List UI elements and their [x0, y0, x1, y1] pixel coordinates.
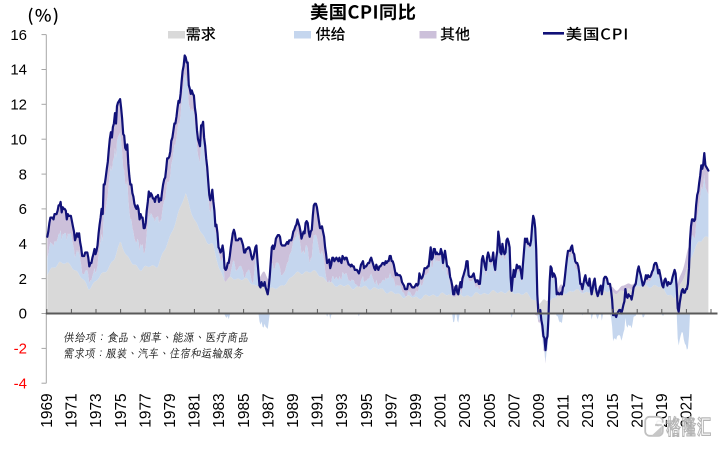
svg-text:1999: 1999 [408, 393, 425, 427]
svg-text:1987: 1987 [260, 393, 277, 427]
svg-text:1969: 1969 [39, 393, 56, 427]
svg-text:14: 14 [10, 62, 27, 79]
svg-text:2: 2 [19, 271, 27, 288]
svg-text:1997: 1997 [383, 393, 400, 427]
svg-text:8: 8 [19, 166, 27, 183]
svg-text:16: 16 [10, 27, 27, 44]
svg-text:2005: 2005 [482, 393, 499, 427]
svg-text:2001: 2001 [433, 393, 450, 427]
svg-text:2007: 2007 [506, 393, 523, 427]
svg-text:2015: 2015 [605, 393, 622, 427]
svg-text:-4: -4 [14, 375, 27, 392]
svg-text:1981: 1981 [187, 393, 204, 427]
svg-text:-2: -2 [14, 341, 27, 358]
svg-text:1985: 1985 [236, 393, 253, 427]
svg-text:1975: 1975 [113, 393, 130, 427]
svg-text:6: 6 [19, 201, 27, 218]
svg-text:1977: 1977 [137, 393, 154, 427]
svg-text:1993: 1993 [334, 393, 351, 427]
svg-text:2017: 2017 [629, 393, 646, 427]
svg-text:12: 12 [10, 97, 27, 114]
svg-text:1973: 1973 [88, 393, 105, 427]
svg-text:2009: 2009 [531, 393, 548, 427]
svg-text:10: 10 [10, 131, 27, 148]
svg-text:2003: 2003 [457, 393, 474, 427]
svg-text:2011: 2011 [556, 394, 573, 427]
svg-text:1995: 1995 [359, 393, 376, 427]
svg-text:1979: 1979 [162, 393, 179, 427]
svg-text:0: 0 [19, 306, 27, 323]
svg-text:1989: 1989 [285, 393, 302, 427]
svg-text:1991: 1991 [310, 393, 327, 427]
svg-text:1971: 1971 [64, 393, 81, 427]
svg-text:2013: 2013 [580, 393, 597, 427]
svg-text:4: 4 [19, 236, 27, 253]
svg-text:1983: 1983 [211, 393, 228, 427]
